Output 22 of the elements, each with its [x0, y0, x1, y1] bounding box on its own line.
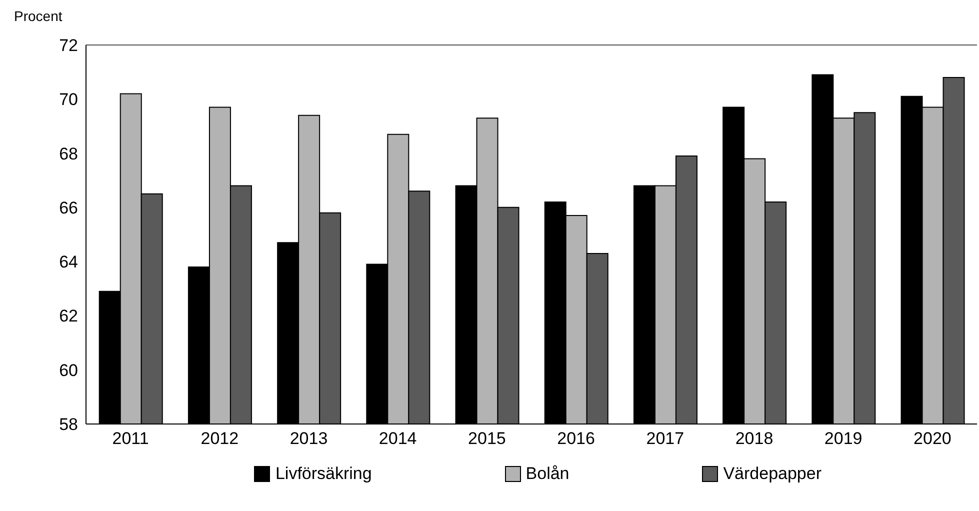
x-tick-label: 2016 — [557, 429, 595, 448]
legend-label: Värdepapper — [723, 464, 822, 484]
x-tick-label: 2012 — [200, 429, 239, 448]
x-tick-label: 2015 — [468, 429, 506, 448]
x-tick-label: 2013 — [290, 429, 328, 448]
legend-label: Livförsäkring — [275, 464, 372, 484]
y-tick-label: 60 — [59, 360, 78, 380]
x-tick-label: 2018 — [735, 429, 774, 448]
y-tick-label: 58 — [59, 415, 78, 434]
y-tick-label: 64 — [59, 252, 78, 272]
y-axis-title: Procent — [14, 8, 64, 26]
x-tick-label: 2019 — [824, 429, 862, 448]
y-tick-label: 70 — [59, 90, 78, 110]
x-tick-label: 2011 — [112, 429, 149, 448]
y-tick-label: 66 — [59, 198, 78, 218]
y-tick-label: 68 — [59, 144, 78, 164]
x-tick-label: 2017 — [646, 429, 684, 448]
x-tick-label: 2020 — [914, 429, 952, 448]
legend-label: Bolån — [526, 464, 570, 484]
y-tick-label: 62 — [59, 306, 78, 326]
x-tick-label: 2014 — [378, 429, 417, 448]
y-tick-label: 72 — [59, 36, 78, 56]
